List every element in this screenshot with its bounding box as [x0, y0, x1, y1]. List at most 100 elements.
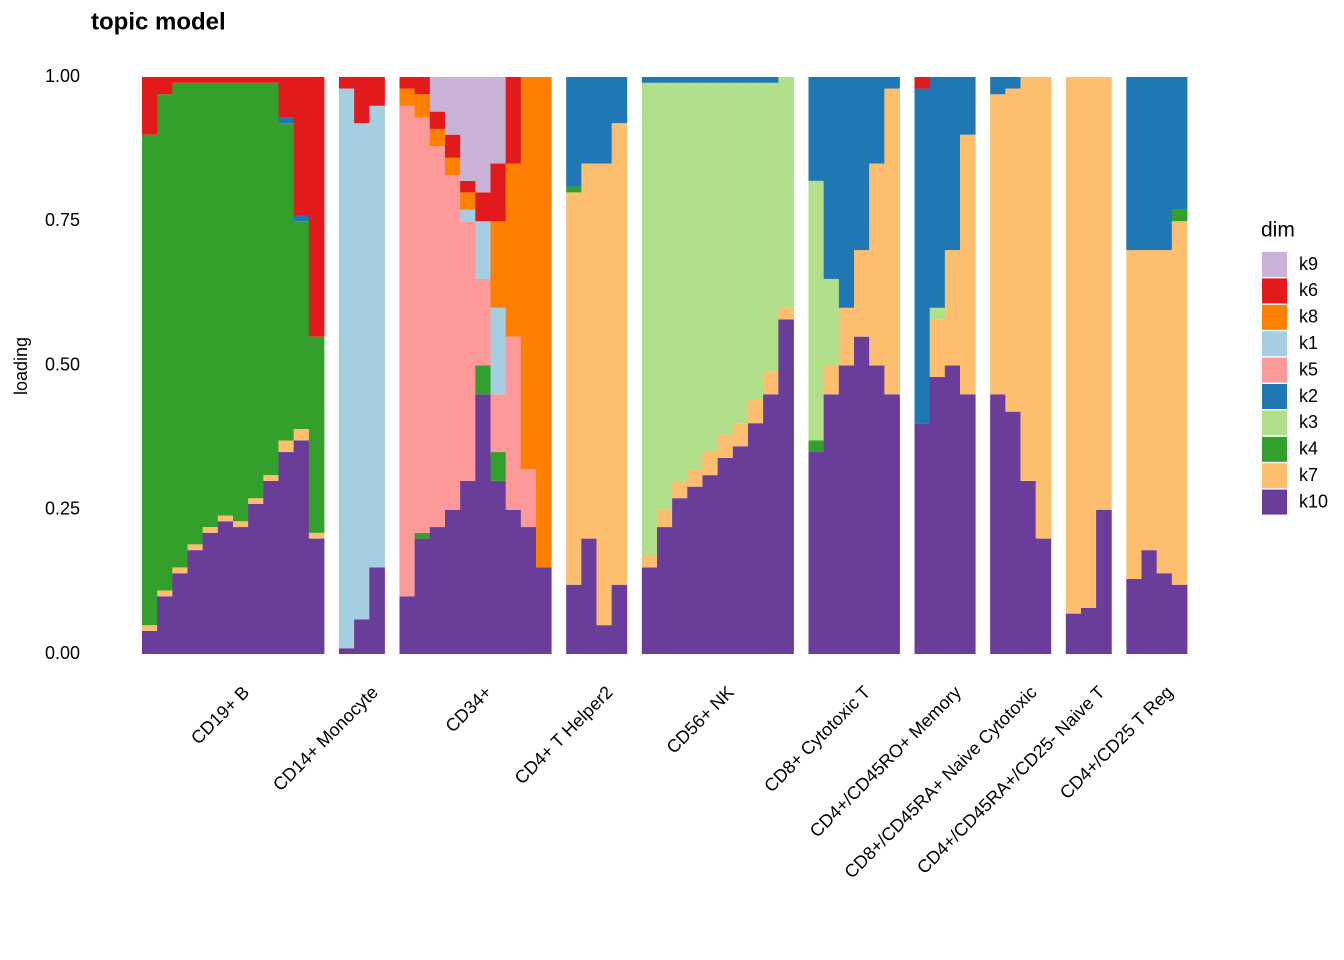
bar-segment — [929, 307, 946, 320]
bar-segment — [202, 527, 219, 533]
bar-segment — [248, 82, 264, 499]
bar-segment — [702, 82, 719, 453]
bar-segment — [1005, 411, 1021, 654]
bar-segment — [687, 486, 703, 654]
bar-segment — [748, 77, 764, 83]
bar-segment — [187, 82, 204, 545]
y-tick-label: 0.50 — [45, 354, 80, 374]
bar-segment — [823, 365, 840, 395]
bar-segment — [490, 77, 507, 164]
bar-segment — [414, 532, 431, 539]
bar-segment — [308, 77, 325, 337]
bar-segment — [263, 77, 279, 83]
bar-segment — [884, 88, 900, 395]
bar-segment — [157, 596, 173, 654]
legend-label: k8 — [1299, 307, 1318, 327]
bar-segment — [838, 77, 855, 308]
bar-segment — [460, 480, 476, 654]
bar-segment — [445, 157, 461, 176]
bar-segment — [475, 77, 491, 193]
bar-segment — [172, 567, 188, 574]
legend-label: k3 — [1299, 412, 1318, 432]
bar-segment — [293, 440, 310, 654]
bar-segment — [414, 538, 431, 654]
bar-segment — [732, 423, 749, 447]
bar-segment — [445, 509, 461, 654]
bar-segment — [460, 180, 476, 193]
bar-segment — [672, 82, 688, 481]
bar-segment — [869, 365, 885, 654]
bar-segment — [611, 584, 628, 654]
bar-segment — [566, 186, 582, 193]
bar-segment — [293, 428, 310, 441]
legend-label: k1 — [1299, 333, 1318, 353]
bar-segment — [929, 77, 946, 308]
bar-segment — [460, 209, 476, 222]
legend-key — [1262, 252, 1287, 277]
bar-segment — [490, 480, 507, 654]
x-tick-label: CD56+ NK — [663, 682, 738, 757]
bar-segment — [869, 163, 885, 366]
legend-title: dim — [1261, 219, 1295, 242]
legend-label: k2 — [1299, 386, 1318, 406]
bar-segment — [581, 163, 597, 539]
bar-segment — [414, 94, 431, 118]
bar-segment — [172, 77, 188, 83]
bar-segment — [990, 77, 1006, 95]
bar-segment — [778, 77, 794, 308]
bar-segment — [641, 567, 658, 654]
x-tick-label: CD4+/CD25 T Reg — [1056, 682, 1177, 803]
bar-segment — [672, 480, 688, 499]
bar-segment — [490, 452, 507, 481]
bar-segment — [1126, 77, 1142, 251]
bar-segment — [763, 394, 779, 654]
bar-segment — [914, 423, 931, 654]
bar-segment — [914, 77, 931, 89]
bar-segment — [460, 77, 476, 181]
bar-segment — [808, 77, 825, 181]
bar-segment — [445, 175, 461, 510]
bar-segment — [838, 307, 855, 366]
bar-segment — [1171, 221, 1188, 585]
x-tick-label: CD4+/CD45RO+ Memory — [806, 682, 965, 841]
bar-segment — [172, 82, 188, 568]
bar-segment — [293, 221, 310, 429]
bar-segment — [505, 163, 522, 337]
bar-segment — [505, 77, 522, 164]
bar-segment — [505, 336, 522, 510]
bar-segment — [732, 82, 749, 424]
bar-segment — [1141, 77, 1158, 251]
legend-label: k6 — [1299, 280, 1318, 300]
bar-segment — [233, 77, 249, 83]
bar-segment — [142, 625, 158, 631]
bar-segment — [263, 480, 279, 654]
bar-segment — [702, 77, 719, 83]
legend-key — [1262, 410, 1287, 436]
legend-key — [1262, 357, 1287, 383]
bar-segment — [596, 77, 613, 164]
bar-segment — [233, 527, 249, 654]
bar-segment — [1005, 77, 1021, 89]
bar-segment — [520, 77, 537, 470]
y-tick-label: 0.75 — [45, 210, 80, 230]
bar-segment — [732, 77, 749, 83]
chart-title: topic model — [91, 8, 226, 35]
bar-segment — [748, 423, 764, 654]
bar-segment — [354, 123, 370, 620]
bar-segment — [944, 250, 961, 366]
bar-segment — [823, 278, 840, 366]
bar-segment — [960, 134, 976, 395]
bar-segment — [884, 394, 900, 654]
legend-label: k9 — [1299, 254, 1318, 274]
bar-segment — [944, 77, 961, 251]
legend-key — [1262, 278, 1287, 304]
bar-segment — [1081, 607, 1097, 654]
bar-segment — [202, 82, 219, 528]
bar-segment — [854, 77, 870, 251]
bar-segment — [278, 117, 295, 124]
bar-segment — [672, 77, 688, 83]
bar-segment — [475, 192, 491, 222]
bar-segment — [763, 82, 779, 372]
bar-segment — [641, 82, 658, 556]
legend-label: k10 — [1299, 491, 1328, 511]
